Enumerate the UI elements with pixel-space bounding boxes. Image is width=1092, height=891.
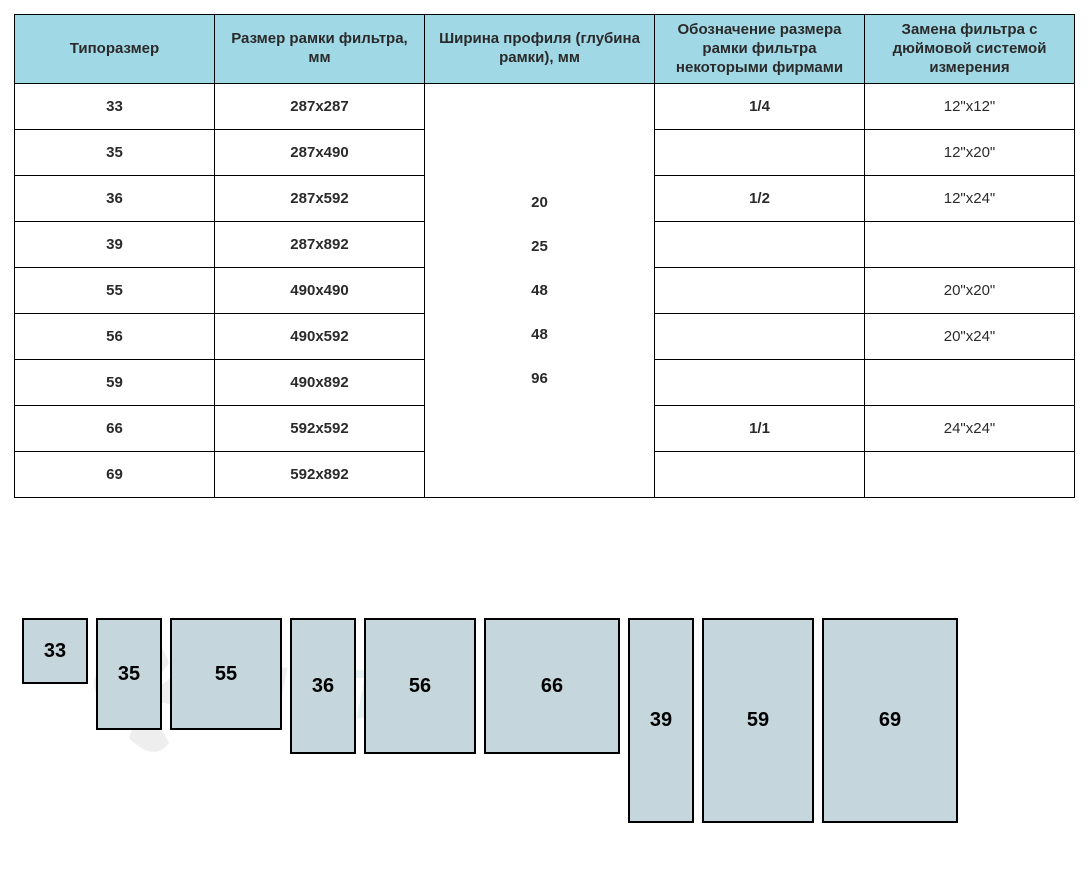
size-shape-59: 59: [702, 618, 814, 823]
size-shape-36: 36: [290, 618, 356, 754]
col-header-inch: Замена фильтра с дюймовой системой измер…: [865, 15, 1075, 84]
cell-frame: 490x892: [215, 360, 425, 406]
cell-frame: 287x892: [215, 222, 425, 268]
cell-profile-merged: 20 25 48 48 96: [425, 84, 655, 498]
cell-frame: 287x490: [215, 130, 425, 176]
cell-frame: 287x592: [215, 176, 425, 222]
cell-mark: [655, 268, 865, 314]
cell-typesize: 66: [15, 406, 215, 452]
cell-inch: 20"x20": [865, 268, 1075, 314]
cell-inch: 12"x12": [865, 84, 1075, 130]
size-shape-55: 55: [170, 618, 282, 730]
cell-mark: [655, 360, 865, 406]
cell-mark: [655, 452, 865, 498]
cell-frame: 490x490: [215, 268, 425, 314]
cell-typesize: 33: [15, 84, 215, 130]
cell-typesize: 69: [15, 452, 215, 498]
size-shape-39: 39: [628, 618, 694, 823]
size-shape-56: 56: [364, 618, 476, 754]
size-shape-35: 35: [96, 618, 162, 730]
cell-frame: 592x592: [215, 406, 425, 452]
cell-inch: [865, 360, 1075, 406]
profile-value: 48: [531, 282, 548, 299]
cell-inch: 20"x24": [865, 314, 1075, 360]
cell-inch: 12"x24": [865, 176, 1075, 222]
cell-mark: 1/4: [655, 84, 865, 130]
cell-mark: 1/2: [655, 176, 865, 222]
cell-frame: 490x592: [215, 314, 425, 360]
profile-value: 20: [531, 194, 548, 211]
profile-values-stack: 20 25 48 48 96: [429, 194, 650, 387]
col-header-typesize: Типоразмер: [15, 15, 215, 84]
size-shape-33: 33: [22, 618, 88, 684]
table-header-row: Типоразмер Размер рамки фильтра, мм Шири…: [15, 15, 1075, 84]
filter-size-table: Типоразмер Размер рамки фильтра, мм Шири…: [14, 14, 1075, 498]
cell-typesize: 36: [15, 176, 215, 222]
cell-mark: [655, 222, 865, 268]
cell-mark: [655, 314, 865, 360]
cell-mark: 1/1: [655, 406, 865, 452]
col-header-profile: Ширина профиля (глубина рамки), мм: [425, 15, 655, 84]
cell-frame: 592x892: [215, 452, 425, 498]
cell-typesize: 55: [15, 268, 215, 314]
cell-inch: [865, 222, 1075, 268]
col-header-mark: Обозначение размера рамки фильтра некото…: [655, 15, 865, 84]
profile-value: 25: [531, 238, 548, 255]
cell-typesize: 56: [15, 314, 215, 360]
cell-inch: 12"x20": [865, 130, 1075, 176]
col-header-frame-size: Размер рамки фильтра, мм: [215, 15, 425, 84]
cell-typesize: 39: [15, 222, 215, 268]
cell-typesize: 35: [15, 130, 215, 176]
profile-value: 48: [531, 326, 548, 343]
table-row: 33 287x287 20 25 48 48 96 1/4 12"x12": [15, 84, 1075, 130]
cell-typesize: 59: [15, 360, 215, 406]
profile-value: 96: [531, 370, 548, 387]
cell-inch: [865, 452, 1075, 498]
size-shape-66: 66: [484, 618, 620, 754]
cell-frame: 287x287: [215, 84, 425, 130]
cell-mark: [655, 130, 865, 176]
cell-inch: 24"x24": [865, 406, 1075, 452]
size-shape-69: 69: [822, 618, 958, 823]
size-diagram: vel Ter 333555365666395969: [14, 578, 1074, 838]
